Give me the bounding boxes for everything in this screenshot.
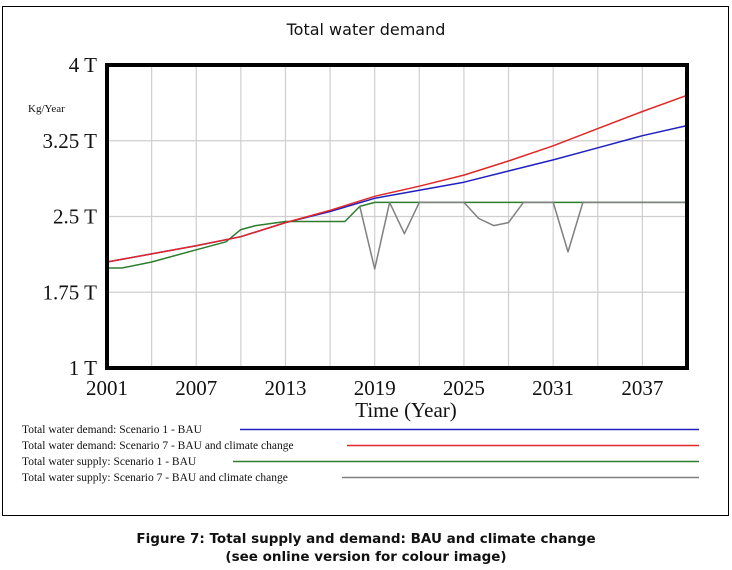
plot-border [105,63,689,370]
y-tick-label: 1 T [69,356,97,380]
series-line-2 [106,94,688,263]
y-tick-label: 1.75 T [43,280,98,304]
y-axis: 4 T 3.25 T 2.5 T 1.75 T 1 T [43,53,98,380]
y-tick-label: 3.25 T [43,129,98,153]
figure-caption: Figure 7: Total supply and demand: BAU a… [0,530,732,566]
legend-item: Total water supply: Scenario 7 - BAU and… [22,472,699,484]
x-tick-label: 2019 [354,376,396,400]
x-tick-label: 2037 [621,376,663,400]
x-axis-label: Time (Year) [355,398,457,422]
chart-title: Total water demand [286,20,446,39]
x-tick-label: 2031 [532,376,574,400]
legend-item: Total water supply: Scenario 1 - BAU [22,456,699,468]
legend-item: Total water demand: Scenario 7 - BAU and… [22,440,699,452]
chart-svg: 4 T 3.25 T 2.5 T 1.75 T 1 T 2001 2007 2013 2019… [22,53,699,484]
x-tick-label: 2025 [443,376,485,400]
x-tick-label: 2013 [264,376,306,400]
series-line-3 [107,201,687,269]
series-line-4 [359,201,687,270]
caption-line-1: Figure 7: Total supply and demand: BAU a… [136,531,596,547]
legend-item: Total water demand: Scenario 1 - BAU [22,424,699,436]
caption-line-2: (see online version for colour image) [225,549,507,565]
y-tick-label: 4 T [69,53,97,77]
legend-label: Total water demand: Scenario 1 - BAU [22,424,203,436]
legend-label: Total water supply: Scenario 1 - BAU [22,456,197,468]
chart-frame [2,6,729,516]
grid [107,65,687,368]
x-tick-label: 2007 [175,376,217,400]
y-axis-unit-label: Kg/Year [28,103,65,115]
x-tick-label: 2001 [86,376,128,400]
series-layer [106,94,688,270]
series-line-1 [106,124,688,263]
legend: Total water demand: Scenario 1 - BAU Tota… [22,424,699,484]
legend-label: Total water demand: Scenario 7 - BAU and… [22,440,294,452]
y-tick-label: 2.5 T [53,205,97,229]
x-axis: 2001 2007 2013 2019 2025 2031 2037 [86,376,663,400]
legend-label: Total water supply: Scenario 7 - BAU and… [22,472,288,484]
